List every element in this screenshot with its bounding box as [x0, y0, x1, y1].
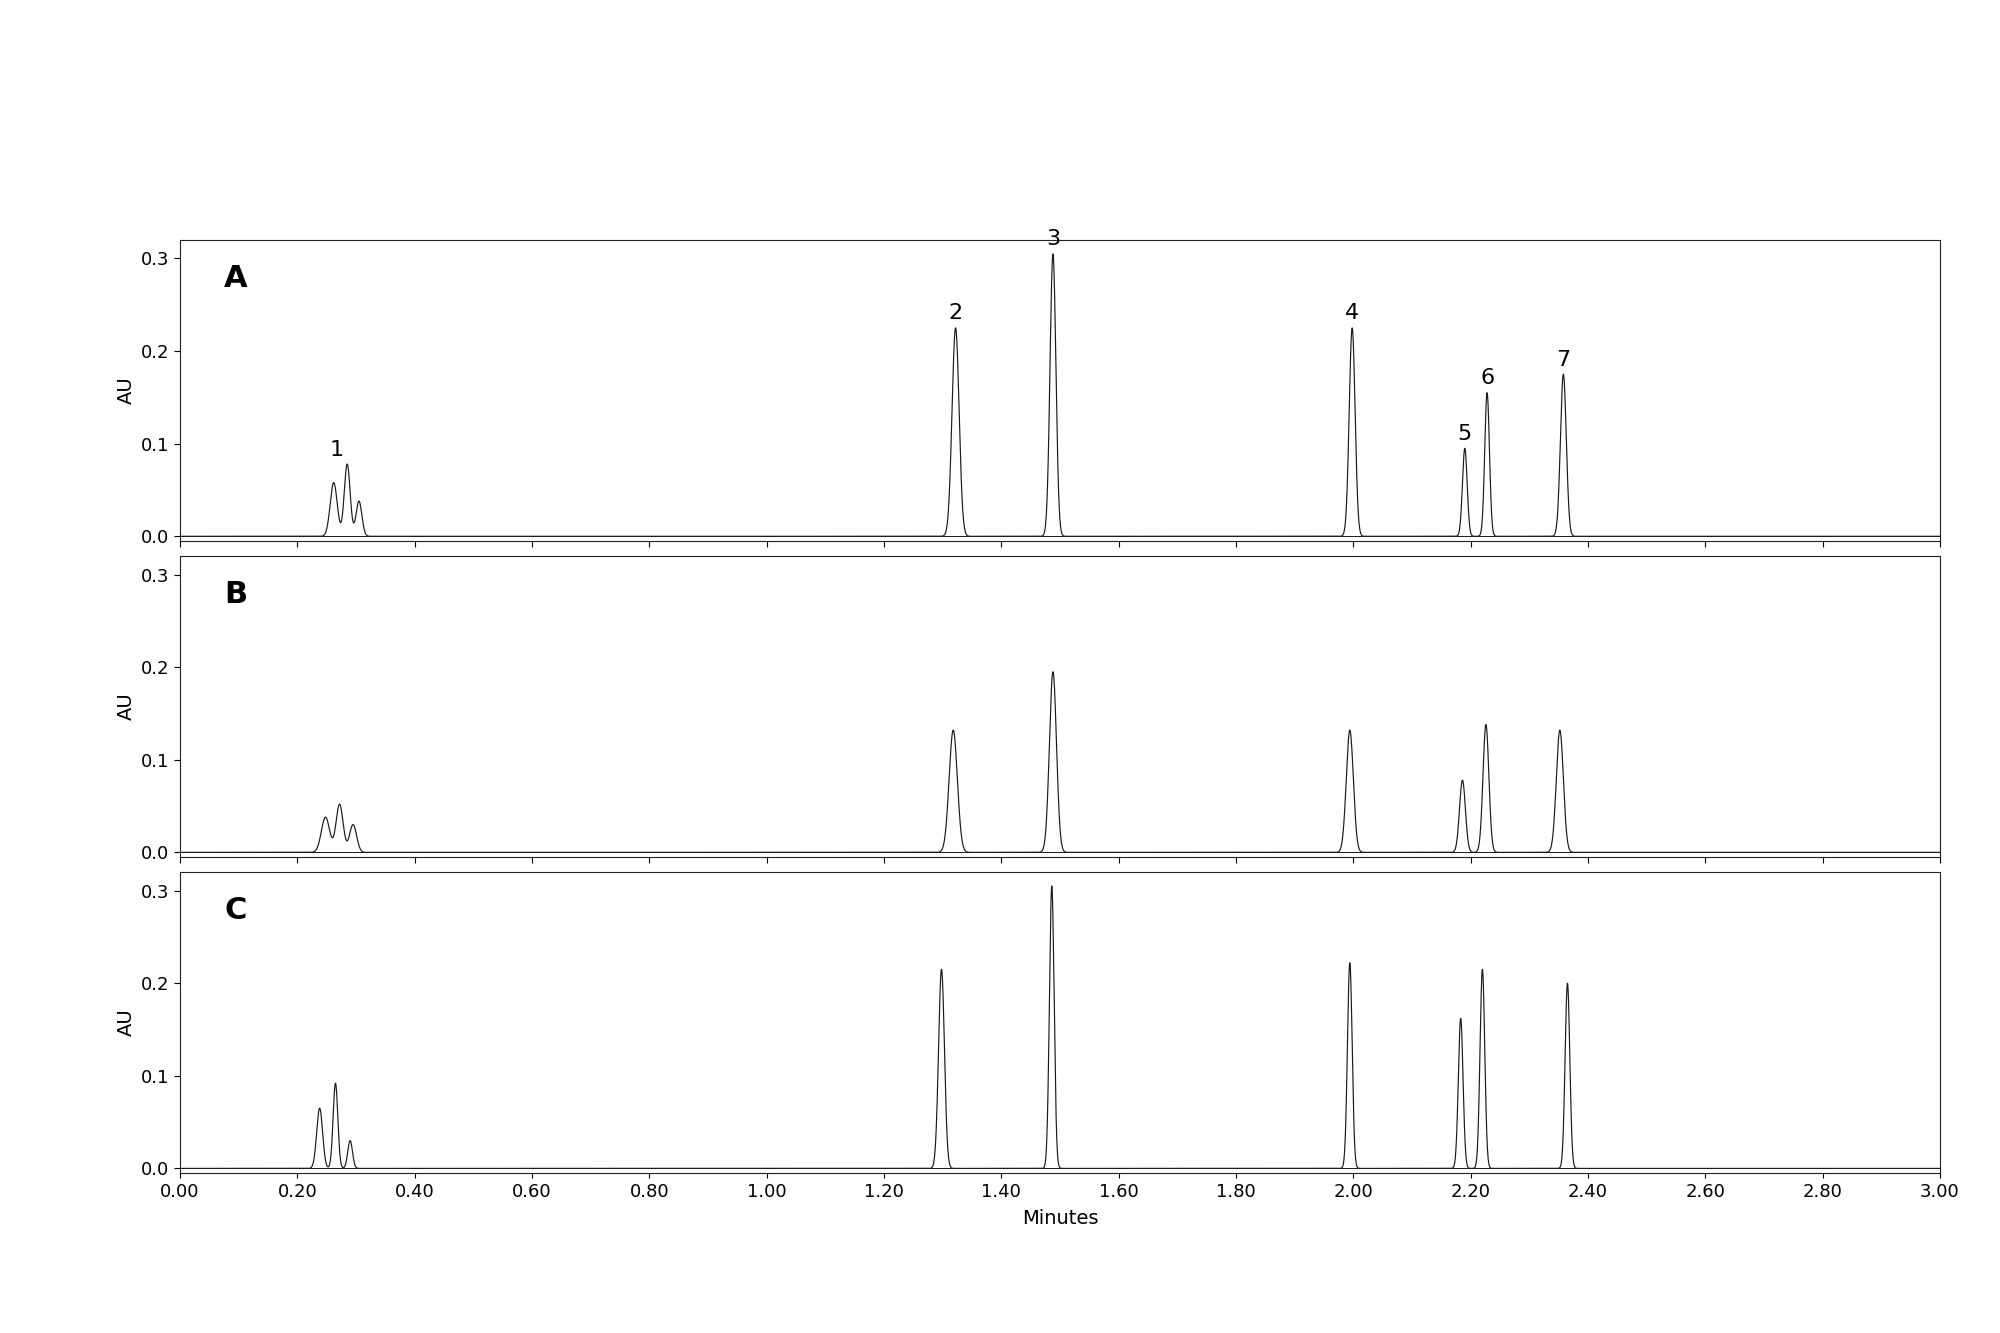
Y-axis label: AU: AU — [116, 693, 136, 720]
Text: A: A — [224, 264, 248, 293]
Text: C: C — [224, 896, 246, 925]
Y-axis label: AU: AU — [116, 376, 136, 404]
Y-axis label: AU: AU — [116, 1009, 136, 1037]
Text: 5: 5 — [1458, 424, 1472, 444]
Text: B: B — [224, 580, 248, 609]
Text: 3: 3 — [1046, 229, 1060, 249]
Text: 6: 6 — [1480, 368, 1494, 388]
Text: 2: 2 — [948, 304, 962, 324]
Text: 7: 7 — [1556, 349, 1570, 369]
Text: 4: 4 — [1346, 304, 1360, 324]
Text: 1: 1 — [330, 440, 344, 460]
X-axis label: Minutes: Minutes — [1022, 1209, 1098, 1228]
